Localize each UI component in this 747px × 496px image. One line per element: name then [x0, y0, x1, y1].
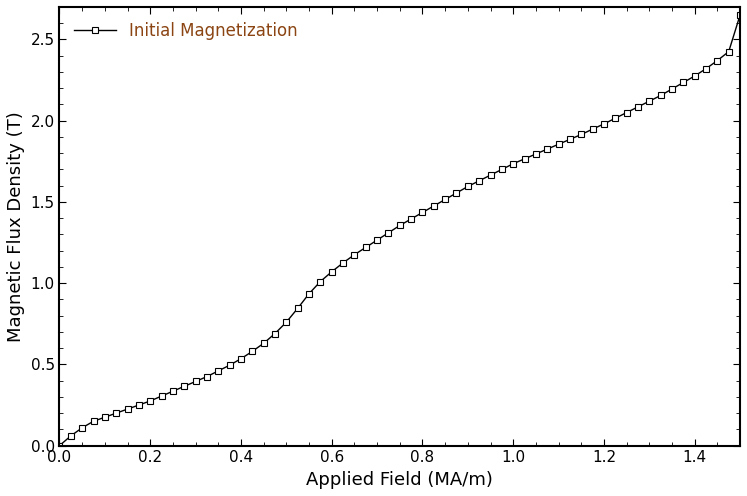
Initial Magnetization: [214, 368, 223, 374]
Initial Magnetization: [645, 98, 654, 104]
Legend: Initial Magnetization: Initial Magnetization: [68, 15, 305, 47]
Initial Magnetization: [55, 442, 64, 448]
Initial Magnetization: [736, 12, 745, 18]
Initial Magnetization: [463, 184, 472, 189]
Initial Magnetization: [191, 378, 200, 384]
Initial Magnetization: [418, 209, 427, 215]
Y-axis label: Magnetic Flux Density (T): Magnetic Flux Density (T): [7, 111, 25, 342]
Line: Initial Magnetization: Initial Magnetization: [56, 11, 743, 449]
Initial Magnetization: [294, 306, 303, 311]
X-axis label: Applied Field (MA/m): Applied Field (MA/m): [306, 471, 493, 489]
